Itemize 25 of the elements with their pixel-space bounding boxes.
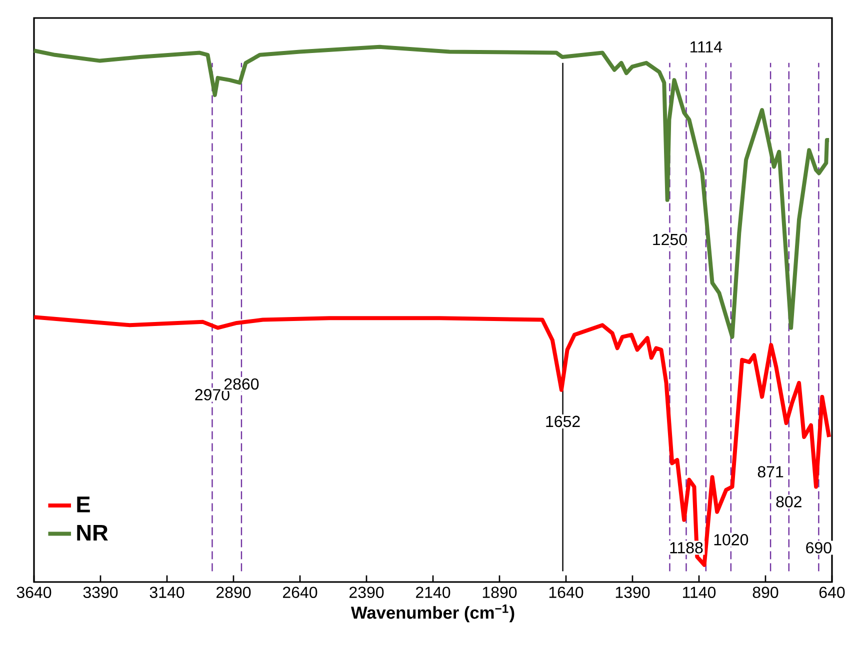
annotation: 871 bbox=[758, 466, 784, 478]
x-tick-label: 890 bbox=[752, 586, 778, 598]
x-tick-label: 640 bbox=[819, 586, 845, 598]
annotation: 802 bbox=[776, 496, 802, 508]
annotation: 1114 bbox=[690, 41, 722, 52]
x-tick-label: 2890 bbox=[216, 586, 251, 598]
annotation: 690 bbox=[806, 542, 832, 554]
x-tick-label: 2390 bbox=[349, 586, 384, 598]
x-tick-label: 1140 bbox=[683, 586, 716, 598]
x-tick-label: 1640 bbox=[549, 586, 584, 598]
annotation: 1188 bbox=[670, 542, 703, 554]
x-tick-label: 2640 bbox=[282, 586, 318, 598]
legend-label: NR bbox=[77, 524, 108, 541]
x-axis-title: Wavenumber (cm$^{−1}$) bbox=[350, 604, 514, 622]
x-tick-label: 1390 bbox=[616, 586, 650, 598]
annotation: 2860 bbox=[224, 378, 259, 390]
annotation: 1250 bbox=[653, 234, 687, 246]
annotation: 1652 bbox=[546, 416, 580, 428]
x-tick-label: 3390 bbox=[83, 586, 118, 598]
x-tick-label: 1890 bbox=[482, 586, 517, 598]
x-tick-label: 3640 bbox=[16, 586, 52, 598]
legend-label: E bbox=[77, 496, 90, 512]
x-tick-label: 2140 bbox=[416, 586, 450, 598]
annotation: 1020 bbox=[714, 534, 748, 546]
x-tick-label: 3140 bbox=[150, 586, 184, 598]
